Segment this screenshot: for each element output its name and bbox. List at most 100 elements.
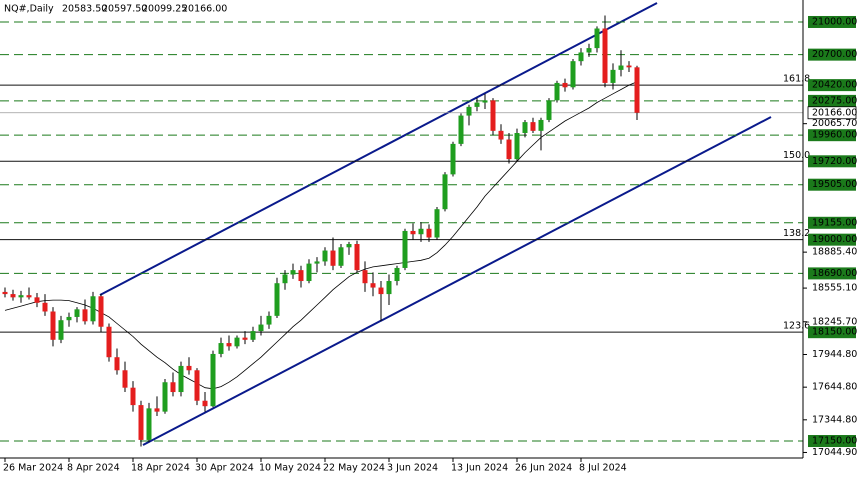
- level-tag: [807, 106, 857, 120]
- candle-body: [586, 48, 592, 53]
- candle-body: [218, 343, 224, 354]
- header-value: 20099.25: [142, 4, 187, 15]
- candle-body: [210, 353, 216, 407]
- candle-body: [330, 250, 336, 266]
- candle-body: [90, 296, 96, 322]
- level-tag: [808, 267, 856, 280]
- level-label: 19000.00: [812, 234, 857, 245]
- level-tag: [808, 233, 856, 246]
- candle-body: [74, 309, 80, 317]
- candle-body: [98, 296, 104, 327]
- candle-body: [546, 100, 552, 120]
- fib-label: 123.6: [783, 321, 810, 332]
- y-tick-label: 18245.70: [812, 316, 857, 327]
- level-tag: [808, 129, 856, 142]
- candle-body: [10, 294, 16, 298]
- candle-body: [346, 244, 352, 248]
- candle-body: [58, 320, 64, 340]
- candle-body: [570, 61, 576, 88]
- y-tick-label: 18555.10: [812, 283, 857, 294]
- candle-body: [410, 230, 416, 235]
- level-label: 20166.00: [812, 107, 857, 118]
- candle-body: [370, 283, 376, 288]
- candle-body: [458, 115, 464, 144]
- candle-body: [530, 122, 536, 131]
- chart-title: NQ#,Daily: [4, 4, 54, 15]
- y-tick-label: 17944.80: [812, 349, 857, 360]
- fib-label: 138.2: [783, 228, 810, 239]
- candle-body: [578, 52, 584, 62]
- candle-body: [18, 295, 24, 298]
- candle-body: [290, 270, 296, 275]
- channel-upper: [99, 2, 658, 296]
- fib-label: 161.8: [783, 74, 810, 85]
- candle-body: [490, 100, 496, 131]
- level-tag: [808, 216, 856, 229]
- x-tick-label: 13 Jun 2024: [451, 463, 508, 474]
- candle-body: [194, 370, 200, 401]
- candle-body: [242, 337, 248, 340]
- candle-body: [2, 291, 8, 295]
- level-label: 19155.00: [812, 217, 857, 228]
- candle-body: [34, 297, 40, 303]
- candle-body: [418, 228, 424, 235]
- candle-body: [114, 357, 120, 371]
- candle-body: [594, 28, 600, 49]
- level-label: 20275.00: [812, 95, 857, 106]
- candle-body: [202, 400, 208, 407]
- channel-lower: [142, 116, 772, 446]
- x-tick-label: 18 Apr 2024: [131, 463, 190, 474]
- moving-average: [4, 81, 638, 390]
- candle-body: [466, 106, 472, 116]
- candle-body: [394, 267, 400, 282]
- candle-body: [162, 382, 168, 412]
- candle-body: [538, 119, 544, 131]
- candle-body: [314, 261, 320, 264]
- fib-label: 150.0: [783, 150, 810, 161]
- level-label: 20420.00: [812, 80, 857, 91]
- level-label: 19505.00: [812, 179, 857, 190]
- candle-body: [186, 365, 192, 371]
- candle-body: [138, 405, 144, 440]
- candle-body: [130, 387, 136, 406]
- level-label: 17150.00: [812, 436, 857, 447]
- header-value: 20166.00: [182, 4, 227, 15]
- header-value: 20597.50: [102, 4, 147, 15]
- level-label: 18690.00: [812, 268, 857, 279]
- candle-body: [554, 82, 560, 101]
- candle-body: [258, 324, 264, 332]
- candle-body: [82, 309, 88, 322]
- candle-body: [282, 274, 288, 284]
- candle-body: [66, 316, 72, 321]
- level-tag: [808, 79, 856, 92]
- candle-body: [562, 82, 568, 88]
- candle-body: [274, 283, 280, 316]
- candle-body: [322, 250, 328, 262]
- candle-body: [634, 67, 640, 113]
- candle-body: [226, 343, 232, 347]
- y-tick-label: 17644.80: [812, 382, 857, 393]
- header-value: 20583.50: [62, 4, 107, 15]
- candle-body: [626, 65, 632, 68]
- candle-body: [498, 130, 504, 140]
- level-label: 21000.00: [812, 16, 857, 27]
- candle-body: [50, 311, 56, 340]
- y-tick-label: 18885.40: [812, 247, 857, 258]
- level-tag: [808, 94, 856, 107]
- y-tick-label: 17044.90: [812, 447, 857, 458]
- x-tick-label: 26 Mar 2024: [3, 463, 63, 474]
- candle-body: [442, 174, 448, 210]
- candle-body: [122, 370, 128, 388]
- level-label: 20700.00: [812, 49, 857, 60]
- candle-body: [482, 100, 488, 103]
- y-tick-label: 20065.70: [812, 118, 857, 129]
- candle-body: [170, 382, 176, 393]
- x-tick-label: 8 Apr 2024: [67, 463, 120, 474]
- candle-body: [434, 209, 440, 238]
- candle-body: [506, 139, 512, 160]
- level-label: 19720.00: [812, 156, 857, 167]
- level-tag: [808, 155, 856, 168]
- x-tick-label: 30 Apr 2024: [195, 463, 254, 474]
- candle-body: [234, 337, 240, 347]
- candle-body: [474, 102, 480, 107]
